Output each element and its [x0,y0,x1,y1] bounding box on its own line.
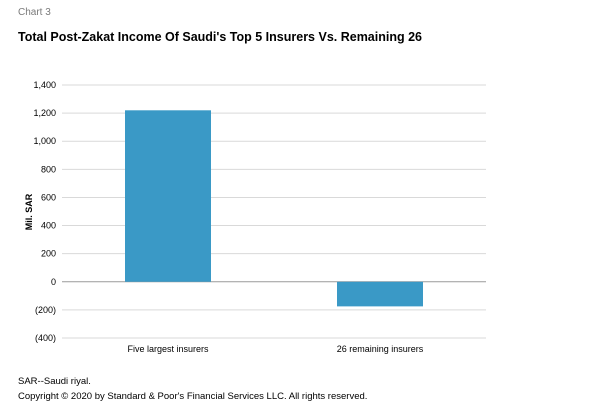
bar-1 [125,110,211,282]
y-tick-label: 600 [41,192,56,202]
y-axis-label: Mil. SAR [24,193,34,230]
x-tick-label: Five largest insurers [127,344,209,354]
y-axis-ticks: 1,400 1,200 1,000 800 600 400 200 0 (200) (400) [33,80,56,343]
bars [125,110,423,307]
chart-number: Chart 3 [18,7,51,18]
y-tick-label: 1,000 [33,136,56,146]
y-tick-label: 1,400 [33,80,56,90]
y-tick-label: 800 [41,164,56,174]
footnote: SAR--Saudi riyal. [18,376,91,387]
y-tick-label: 400 [41,221,56,231]
x-axis-ticks: Five largest insurers 26 remaining insure… [127,344,423,354]
y-tick-label: 1,200 [33,108,56,118]
copyright: Copyright © 2020 by Standard & Poor's Fi… [18,391,368,402]
y-tick-label: 200 [41,249,56,259]
chart-title: Total Post-Zakat Income Of Saudi's Top 5… [18,30,422,44]
y-tick-label: (400) [35,333,56,343]
bar-2 [337,281,423,307]
footnotes: SAR--Saudi riyal. Copyright © 2020 by St… [18,374,367,404]
y-tick-label: 0 [51,277,56,287]
x-tick-label: 26 remaining insurers [337,344,424,354]
y-tick-label: (200) [35,305,56,315]
